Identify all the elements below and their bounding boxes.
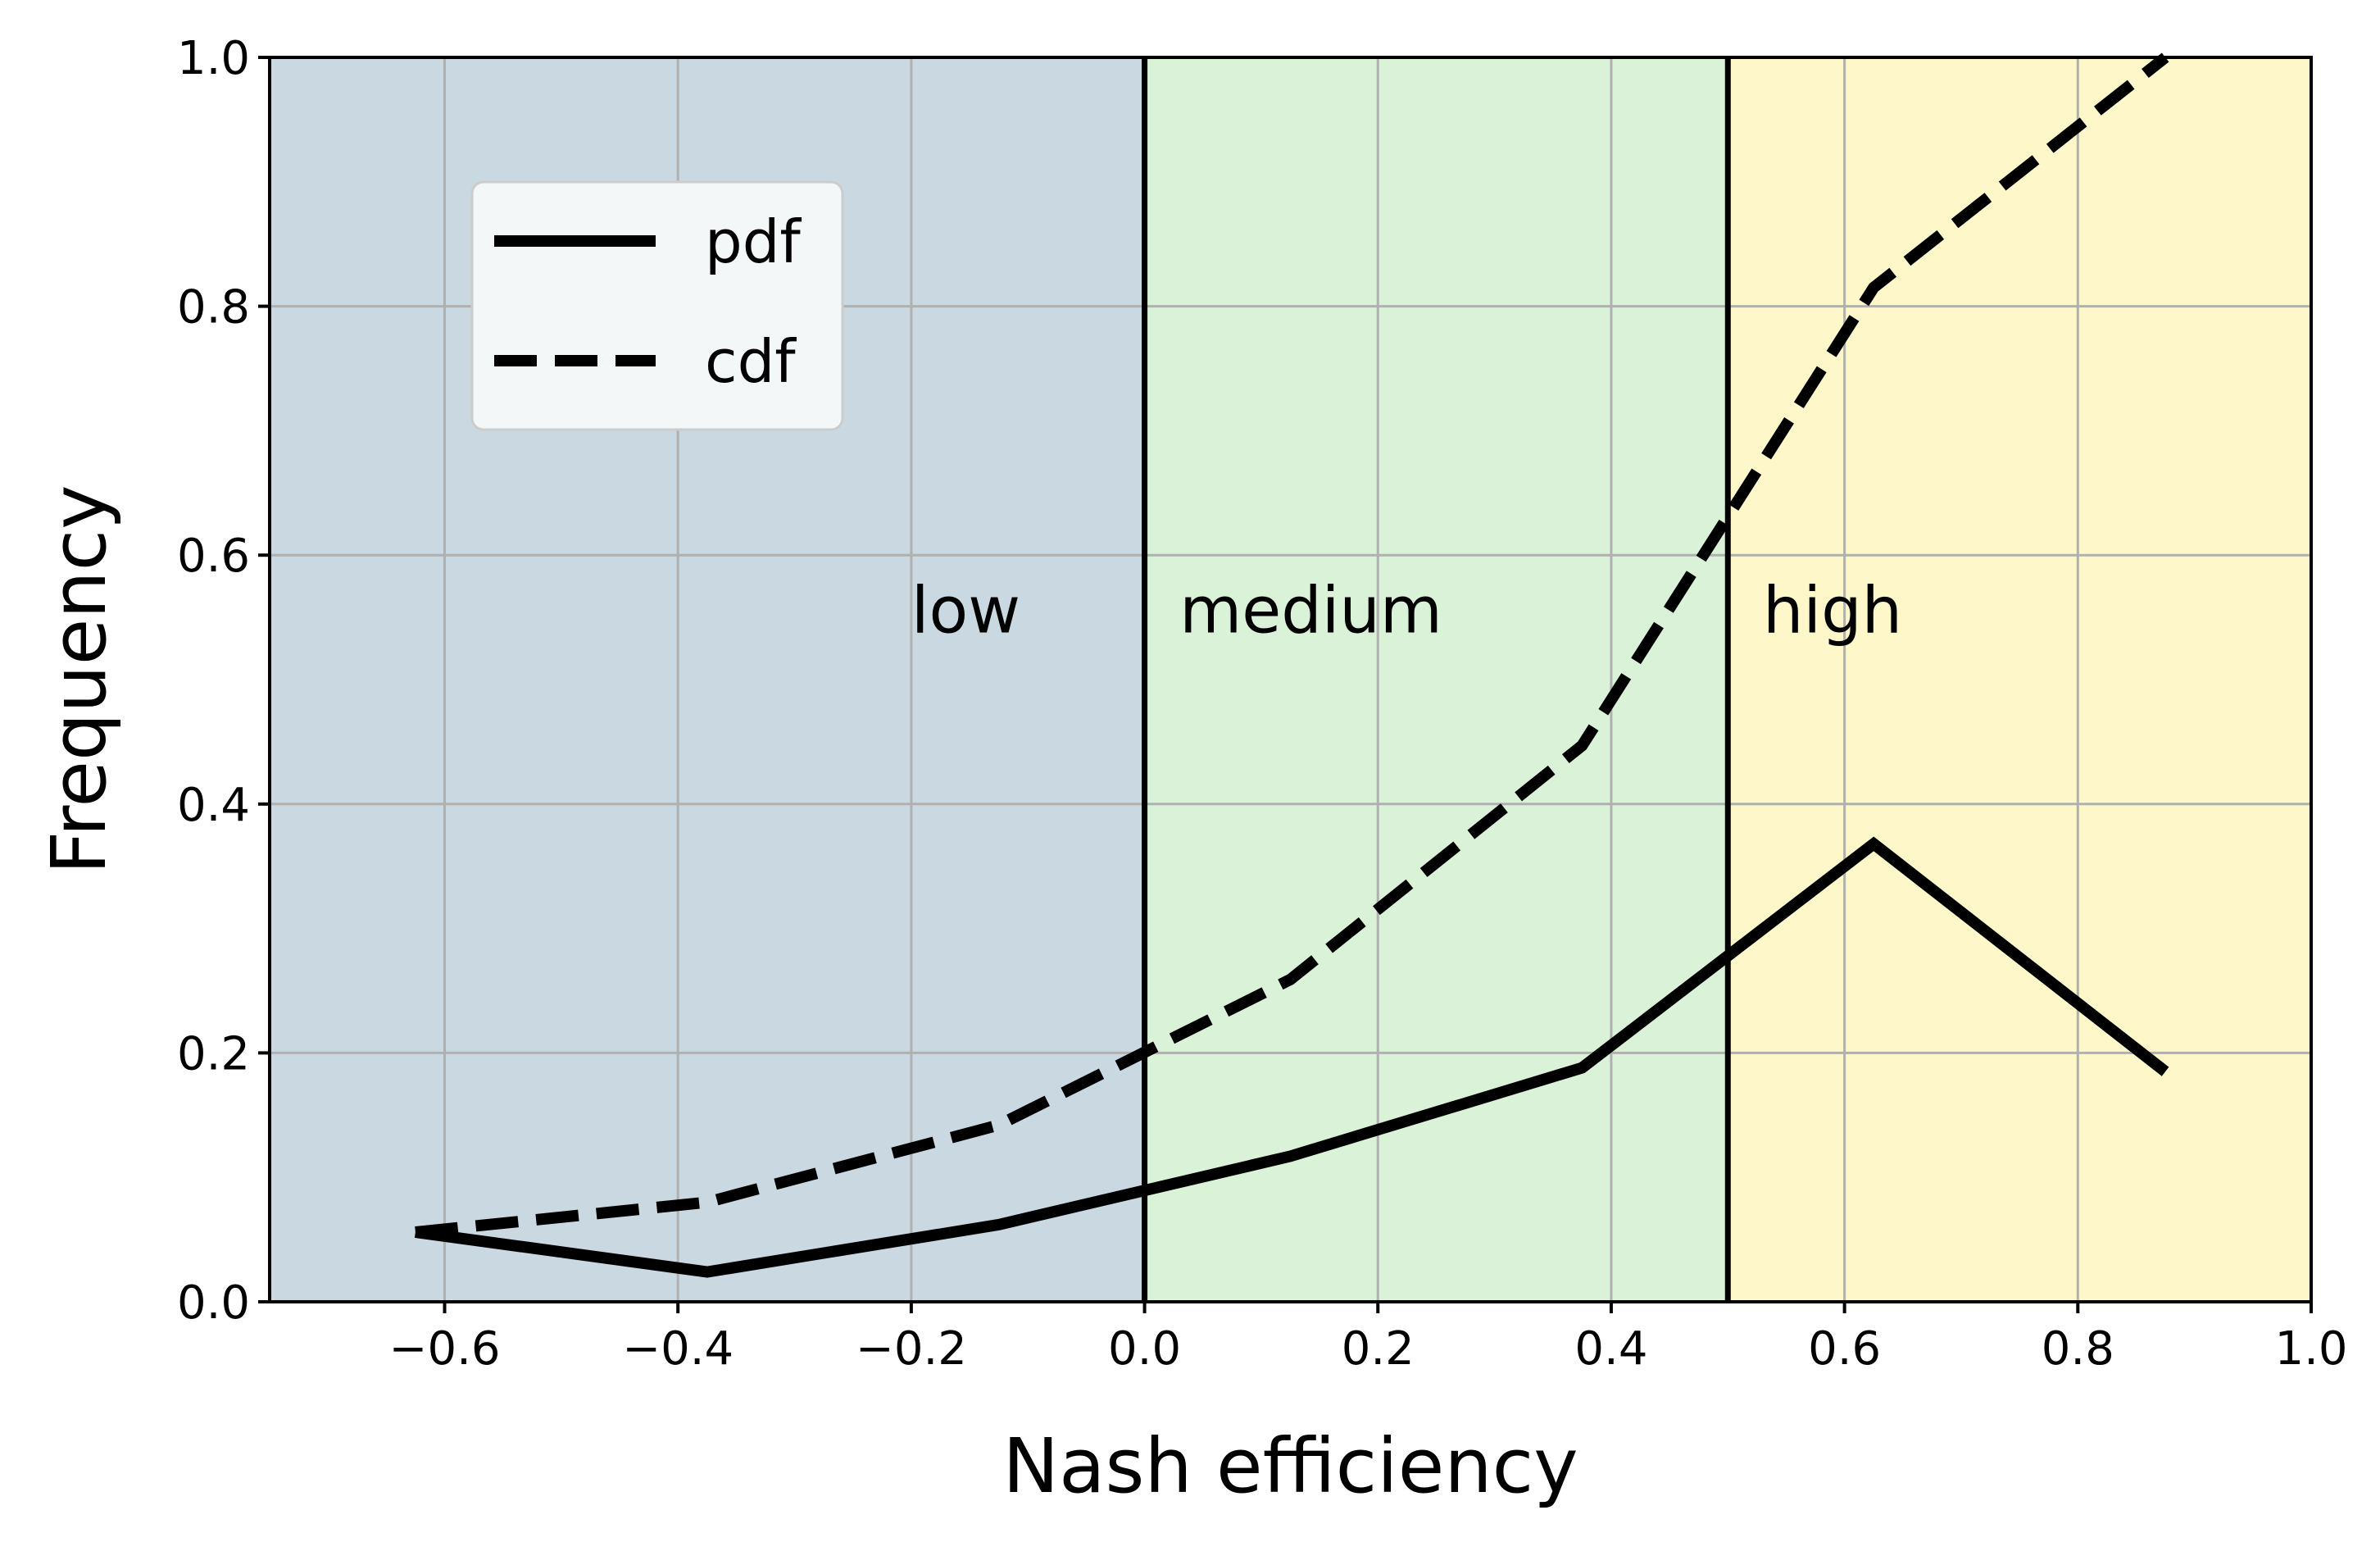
y-tick-label-2: 0.4 (177, 779, 250, 832)
region-boundaries (1142, 57, 1731, 1302)
x-ticks: −0.6 −0.4 −0.2 0.0 0.2 0.4 0.6 0.8 1.0 (389, 1302, 2348, 1376)
region-label-medium: medium (1179, 575, 1442, 648)
x-tick-label-4: 0.2 (1342, 1322, 1415, 1376)
legend-label-pdf: pdf (705, 207, 802, 276)
x-tick-label-5: 0.4 (1574, 1322, 1647, 1376)
y-tick-label-1: 0.2 (177, 1027, 250, 1080)
legend: pdf cdf (470, 180, 844, 431)
x-tick-label-3: 0.0 (1108, 1322, 1181, 1376)
x-tick-label-0: −0.6 (389, 1322, 501, 1376)
y-tick-label-0: 0.0 (177, 1276, 250, 1330)
x-tick-label-6: 0.6 (1808, 1322, 1881, 1376)
y-axis-title: Frequency (35, 484, 123, 874)
x-axis-title: Nash efficiency (1002, 1422, 1578, 1510)
series-pdf-line (414, 836, 2169, 1278)
x-tick-label-2: −0.2 (856, 1322, 967, 1376)
x-tick-label-1: −0.4 (622, 1322, 734, 1376)
x-tick-label-7: 0.8 (2042, 1322, 2114, 1376)
y-tick-label-4: 0.8 (177, 281, 250, 334)
region-label-low: low (911, 575, 1020, 648)
region-label-high: high (1763, 575, 1902, 648)
series-lines (414, 52, 2169, 1278)
y-tick-label-5: 1.0 (177, 32, 250, 85)
region-high (1728, 57, 2311, 1302)
x-tick-label-8: 1.0 (2274, 1322, 2347, 1376)
y-tick-label-3: 0.6 (177, 530, 250, 583)
legend-label-cdf: cdf (705, 327, 797, 396)
y-ticks: 0.0 0.2 0.4 0.6 0.8 1.0 (177, 32, 270, 1330)
series-cdf-line (415, 52, 2169, 1238)
region-labels: low medium high (911, 575, 1902, 648)
plot-frame (268, 56, 2313, 1303)
